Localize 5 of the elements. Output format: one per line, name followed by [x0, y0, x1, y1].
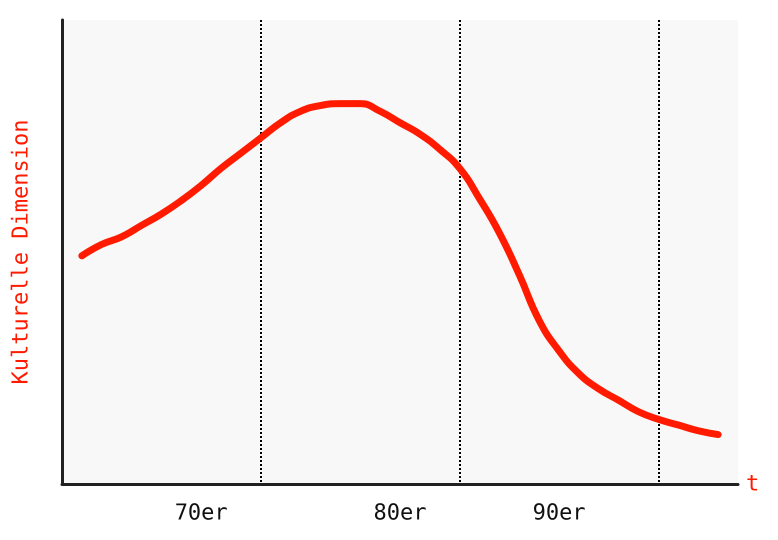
x-tick-label: 70er [174, 500, 228, 526]
y-axis-title: Kulturelle Dimension [8, 120, 34, 384]
x-axis-title: t [746, 472, 760, 496]
x-tick-label: 80er [374, 500, 426, 526]
x-tick-label: 90er [532, 500, 586, 526]
